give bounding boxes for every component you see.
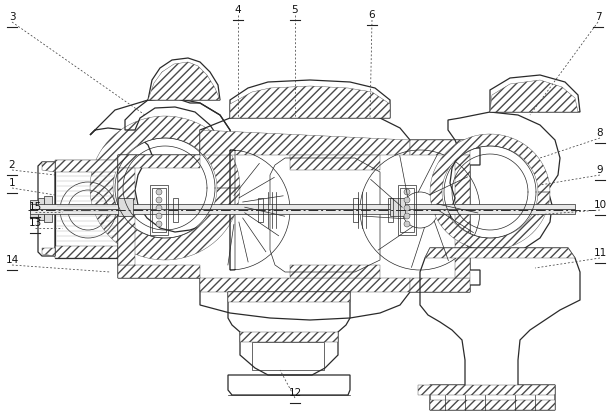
Bar [398, 185, 416, 235]
Text: 6: 6 [368, 10, 375, 20]
Polygon shape [425, 248, 575, 258]
Circle shape [404, 221, 410, 227]
Text: 7: 7 [595, 12, 601, 22]
Text: 4: 4 [235, 5, 241, 15]
Text: 12: 12 [288, 388, 302, 398]
Polygon shape [42, 162, 55, 172]
Polygon shape [118, 168, 135, 265]
Circle shape [156, 221, 162, 227]
Polygon shape [90, 116, 240, 260]
Bar [118, 198, 133, 216]
Circle shape [404, 197, 410, 203]
Bar [30, 209, 575, 214]
Polygon shape [240, 332, 338, 342]
Bar [150, 185, 168, 235]
Bar [258, 198, 263, 222]
Text: 2: 2 [9, 160, 15, 170]
Polygon shape [200, 278, 410, 292]
Polygon shape [430, 400, 555, 410]
Polygon shape [118, 265, 200, 278]
Polygon shape [228, 292, 350, 302]
Bar [390, 198, 405, 216]
Polygon shape [118, 155, 200, 168]
Polygon shape [200, 130, 410, 155]
Polygon shape [410, 140, 470, 155]
Polygon shape [38, 198, 44, 220]
Text: 8: 8 [596, 128, 603, 138]
Circle shape [156, 197, 162, 203]
Polygon shape [490, 80, 578, 112]
Circle shape [404, 189, 410, 195]
Polygon shape [290, 265, 380, 278]
Bar [152, 188, 166, 232]
Polygon shape [55, 246, 118, 258]
Text: 5: 5 [292, 5, 299, 15]
Circle shape [156, 213, 162, 219]
Polygon shape [290, 155, 380, 170]
Text: 13: 13 [29, 218, 41, 228]
Polygon shape [418, 385, 555, 395]
Polygon shape [55, 160, 118, 172]
Bar [30, 204, 575, 209]
Text: 10: 10 [593, 200, 607, 210]
Text: 1: 1 [9, 178, 15, 188]
Polygon shape [148, 62, 220, 100]
Circle shape [156, 205, 162, 211]
Text: 9: 9 [596, 165, 603, 175]
Polygon shape [42, 248, 55, 256]
Polygon shape [44, 196, 52, 222]
Polygon shape [30, 200, 38, 218]
Bar [252, 342, 324, 370]
Circle shape [404, 213, 410, 219]
Bar [388, 198, 393, 222]
Polygon shape [455, 155, 470, 278]
Polygon shape [410, 278, 470, 292]
Polygon shape [230, 86, 390, 118]
Circle shape [404, 205, 410, 211]
Text: 11: 11 [593, 248, 607, 258]
Circle shape [156, 189, 162, 195]
Bar [173, 198, 178, 222]
Text: 15: 15 [29, 202, 41, 212]
Text: 3: 3 [9, 12, 15, 22]
Text: 14: 14 [5, 255, 19, 265]
Bar [353, 198, 358, 222]
Polygon shape [430, 134, 550, 250]
Bar [400, 188, 414, 232]
